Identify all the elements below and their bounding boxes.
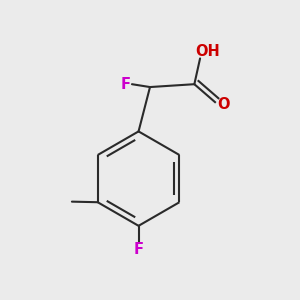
Text: OH: OH <box>195 44 220 59</box>
Text: F: F <box>134 242 144 257</box>
Text: O: O <box>218 97 230 112</box>
Text: F: F <box>121 77 131 92</box>
